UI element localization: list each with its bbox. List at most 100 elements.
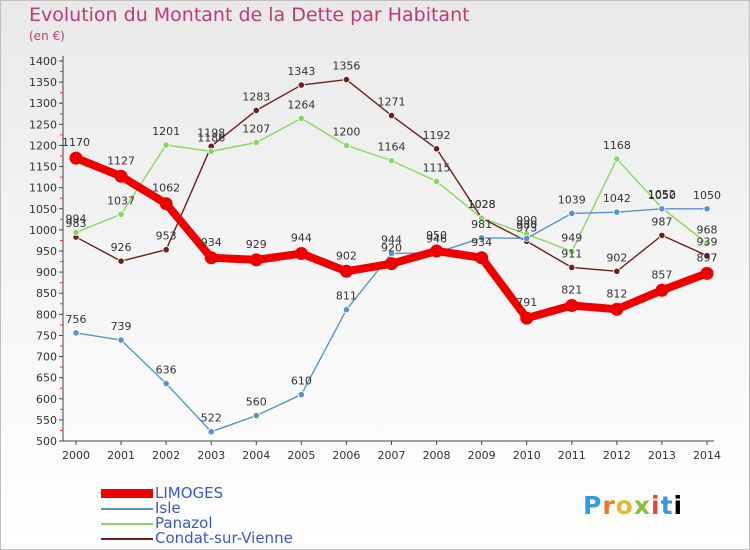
y-tick-label: 1350 — [29, 76, 57, 89]
data-point — [658, 231, 666, 239]
data-label: 902 — [606, 251, 627, 264]
y-tick-label: 1150 — [29, 161, 57, 174]
data-point — [655, 283, 669, 297]
data-point — [610, 302, 624, 316]
data-point — [162, 379, 170, 388]
x-tick-label: 2014 — [693, 449, 721, 462]
y-tick-label: 1100 — [29, 182, 57, 195]
data-label: 929 — [246, 238, 267, 251]
data-point — [117, 257, 125, 265]
logo-letter: t — [660, 491, 674, 520]
data-point — [432, 145, 441, 153]
logo-letter: P — [583, 491, 603, 520]
data-point — [523, 234, 531, 242]
data-point — [162, 246, 170, 254]
data-point — [207, 428, 215, 436]
data-label: 1207 — [242, 122, 270, 135]
data-point — [117, 336, 125, 344]
legend-swatch-limoges — [101, 489, 153, 498]
data-label: 987 — [651, 215, 672, 228]
data-label: 1198 — [197, 126, 225, 139]
data-point — [342, 141, 351, 150]
proxiti-logo: Proxiti — [583, 491, 683, 520]
chart-subtitle: (en €) — [29, 29, 65, 43]
x-tick-label: 2002 — [152, 449, 180, 462]
data-label: 1037 — [107, 194, 135, 207]
data-label: 980 — [516, 218, 537, 231]
data-point — [342, 75, 351, 84]
data-point — [568, 263, 576, 272]
data-point — [117, 210, 125, 218]
data-label: 522 — [201, 412, 222, 425]
data-point — [430, 244, 444, 258]
data-point — [342, 306, 351, 314]
data-point — [207, 147, 215, 155]
data-label: 610 — [291, 375, 312, 388]
x-tick-label: 2009 — [468, 449, 496, 462]
data-label: 1062 — [152, 182, 180, 195]
data-point — [252, 412, 260, 420]
data-label: 1343 — [287, 65, 315, 78]
y-tick-label: 1300 — [29, 97, 57, 110]
data-point — [252, 106, 260, 115]
data-label: 946 — [426, 233, 447, 246]
data-point — [387, 249, 396, 258]
data-label: 821 — [561, 283, 582, 296]
data-point — [432, 177, 441, 185]
x-tick-label: 2000 — [62, 449, 90, 462]
data-point — [703, 239, 711, 247]
data-point — [297, 81, 305, 89]
data-label: 950 — [426, 229, 447, 242]
data-label: 1271 — [378, 95, 406, 108]
y-tick-label: 650 — [36, 372, 57, 385]
y-tick-label: 900 — [36, 266, 57, 279]
data-point — [658, 205, 666, 213]
logo-letter: i — [673, 491, 684, 520]
data-label: 981 — [471, 218, 492, 231]
data-label: 1192 — [423, 129, 451, 142]
data-point — [475, 251, 489, 265]
x-tick-label: 2006 — [332, 449, 360, 462]
data-label: 1200 — [332, 125, 360, 138]
data-label: 897 — [697, 251, 718, 264]
data-point — [252, 138, 260, 147]
data-label: 968 — [697, 223, 718, 236]
legend-label-isle: Isle — [155, 499, 181, 517]
data-label: 902 — [336, 249, 357, 262]
data-point — [478, 214, 486, 222]
data-point — [703, 205, 711, 213]
x-tick-label: 2007 — [378, 449, 406, 462]
data-label: 1052 — [648, 188, 676, 201]
legend-swatch-isle — [101, 508, 153, 510]
y-tick-label: 1050 — [29, 203, 57, 216]
data-point — [565, 298, 579, 312]
x-tick-label: 2011 — [558, 449, 586, 462]
data-point — [387, 111, 396, 120]
logo-letter: i — [651, 491, 661, 520]
data-label: 926 — [111, 241, 132, 254]
data-label: 812 — [606, 287, 627, 300]
data-label: 1039 — [558, 193, 586, 206]
y-tick-label: 1400 — [29, 55, 57, 68]
data-label: 791 — [516, 296, 537, 309]
data-label: 1028 — [468, 198, 496, 211]
data-label: 934 — [201, 236, 222, 249]
x-tick-label: 2013 — [648, 449, 676, 462]
data-label: 973 — [516, 221, 537, 234]
y-tick-label: 550 — [36, 414, 57, 427]
data-point — [520, 311, 534, 325]
data-point — [114, 169, 128, 183]
y-tick-label: 600 — [36, 393, 57, 406]
legend-label-panazol: Panazol — [155, 514, 213, 532]
data-label: 636 — [156, 364, 177, 377]
data-label: 1170 — [62, 136, 90, 149]
data-label: 990 — [516, 214, 537, 227]
data-point — [72, 228, 80, 237]
y-tick-label: 950 — [36, 245, 57, 258]
data-label: 756 — [66, 313, 87, 326]
data-label: 953 — [156, 230, 177, 243]
data-label: 1186 — [197, 131, 225, 144]
data-label: 739 — [111, 320, 132, 333]
x-tick-label: 2010 — [513, 449, 541, 462]
